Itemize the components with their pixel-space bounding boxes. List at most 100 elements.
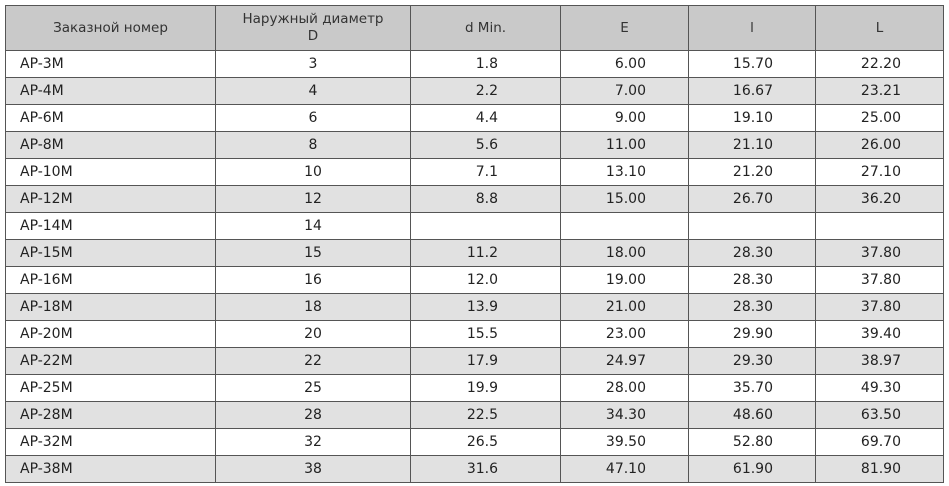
table-cell: AP-20M [5,320,216,348]
table-cell: 19.00 [560,266,689,294]
table-cell: 28 [215,401,411,429]
table-row: AP-4M 4 2.2 7.00 16.67 23.21 [5,77,944,105]
table-row: AP-22M 22 17.9 24.97 29.30 38.97 [5,347,944,375]
table-row: AP-10M 10 7.1 13.10 21.20 27.10 [5,158,944,186]
table-cell: 36.20 [815,185,944,213]
table-cell: 37.80 [815,239,944,267]
table-cell: 19.9 [410,374,561,402]
table-cell: 35.70 [688,374,816,402]
table-cell: 21.00 [560,293,689,321]
table-cell: 20 [215,320,411,348]
table-row: AP-3M 3 1.8 6.00 15.70 22.20 [5,50,944,78]
table-row: AP-38M 38 31.6 47.10 61.90 81.90 [5,455,944,483]
table-cell: 3 [215,50,411,78]
table-cell: 39.40 [815,320,944,348]
table-cell: 7.00 [560,77,689,105]
table-cell: 1.8 [410,50,561,78]
table-cell: AP-22M [5,347,216,375]
table-row: AP-16M 16 12.0 19.00 28.30 37.80 [5,266,944,294]
table-cell: 38.97 [815,347,944,375]
table-cell: AP-15M [5,239,216,267]
table-cell: 8 [215,131,411,159]
table-cell: 6 [215,104,411,132]
table-cell: 15.00 [560,185,689,213]
table-cell: 5.6 [410,131,561,159]
table-cell: 23.21 [815,77,944,105]
header-line: D [307,28,319,44]
table-cell: 10 [215,158,411,186]
table-cell: AP-32M [5,428,216,456]
header-cell: E [560,5,689,51]
table-cell: 25.00 [815,104,944,132]
table-cell: AP-3M [5,50,216,78]
table-cell: 28.30 [688,293,816,321]
table-cell: 37.80 [815,293,944,321]
table-cell: 4.4 [410,104,561,132]
table-cell: 12 [215,185,411,213]
table-row: AP-32M 32 26.5 39.50 52.80 69.70 [5,428,944,456]
table-cell: 18.00 [560,239,689,267]
table-cell: 22 [215,347,411,375]
table-row: AP-6M 6 4.4 9.00 19.10 25.00 [5,104,944,132]
table-row: AP-12M 12 8.8 15.00 26.70 36.20 [5,185,944,213]
table-row: AP-28M 28 22.5 34.30 48.60 63.50 [5,401,944,429]
table-cell: 22.20 [815,50,944,78]
table-cell: 16 [215,266,411,294]
table-cell: 81.90 [815,455,944,483]
table-cell: 47.10 [560,455,689,483]
table-cell: AP-25M [5,374,216,402]
table-row: AP-8M 8 5.6 11.00 21.10 26.00 [5,131,944,159]
table-cell: 23.00 [560,320,689,348]
table-cell: 29.30 [688,347,816,375]
table-cell: 34.30 [560,401,689,429]
header-cell: Наружный диаметр D [215,5,411,51]
header-line: Наружный диаметр [242,11,384,27]
table-cell: 11.2 [410,239,561,267]
table-cell: 37.80 [815,266,944,294]
table-row: AP-25M 25 19.9 28.00 35.70 49.30 [5,374,944,402]
table-cell: 32 [215,428,411,456]
table-cell: 16.67 [688,77,816,105]
table-cell: 28.30 [688,266,816,294]
table-cell: AP-38M [5,455,216,483]
header-cell: Заказной номер [5,5,216,51]
table-row: AP-14M 14 [5,212,944,240]
table-row: AP-18M 18 13.9 21.00 28.30 37.80 [5,293,944,321]
table-cell: 19.10 [688,104,816,132]
header-cell: d Min. [410,5,561,51]
table-cell: 69.70 [815,428,944,456]
table-cell: 38 [215,455,411,483]
table-cell: 15.5 [410,320,561,348]
table-cell: 49.30 [815,374,944,402]
table-cell: 61.90 [688,455,816,483]
table-cell: 15 [215,239,411,267]
table-cell: 11.00 [560,131,689,159]
table-cell: 26.00 [815,131,944,159]
table-cell: 25 [215,374,411,402]
table-cell: AP-10M [5,158,216,186]
table-cell: 4 [215,77,411,105]
table-cell: 22.5 [410,401,561,429]
table-cell: 15.70 [688,50,816,78]
table-cell: 28.00 [560,374,689,402]
table-cell: 27.10 [815,158,944,186]
table-cell: AP-14M [5,212,216,240]
table-cell: 48.60 [688,401,816,429]
table-cell: 31.6 [410,455,561,483]
table-row: AP-15M 15 11.2 18.00 28.30 37.80 [5,239,944,267]
table-cell: 18 [215,293,411,321]
table-cell: 8.8 [410,185,561,213]
header-cell: L [815,5,944,51]
table-cell: 26.70 [688,185,816,213]
table-cell: 13.9 [410,293,561,321]
table-cell: 21.20 [688,158,816,186]
table-cell: 63.50 [815,401,944,429]
table-cell: 52.80 [688,428,816,456]
table-cell: 28.30 [688,239,816,267]
table-cell: AP-16M [5,266,216,294]
table-cell: 14 [215,212,411,240]
table-cell: AP-8M [5,131,216,159]
